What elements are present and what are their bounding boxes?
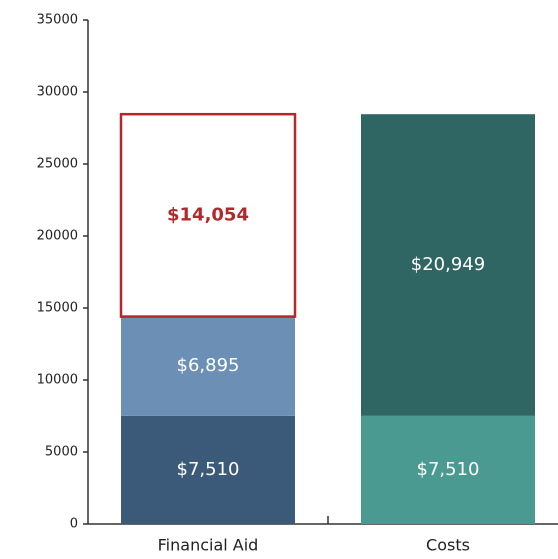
bar-segment <box>361 114 535 416</box>
bar-segment <box>119 112 297 318</box>
value-label: $7,510 <box>417 459 480 480</box>
y-tick-label: 30000 <box>37 85 78 100</box>
bar-segment <box>361 415 535 524</box>
y-tick-label: 15000 <box>37 301 78 316</box>
value-label: $14,054 <box>167 204 249 225</box>
y-tick-label: 20000 <box>37 229 78 244</box>
y-tick-label: 5000 <box>45 445 78 460</box>
y-tick-label: 0 <box>70 517 78 532</box>
value-label: $20,949 <box>411 254 485 275</box>
value-label: $7,510 <box>177 459 240 480</box>
y-tick-label: 10000 <box>37 373 78 388</box>
x-tick-label: Costs <box>426 536 470 555</box>
value-label: $6,895 <box>177 355 240 376</box>
y-tick-label: 35000 <box>37 13 78 28</box>
x-tick-label: Financial Aid <box>158 536 259 555</box>
y-tick-label: 25000 <box>37 157 78 172</box>
bar-segment <box>121 415 295 524</box>
bar-segment <box>121 316 295 416</box>
